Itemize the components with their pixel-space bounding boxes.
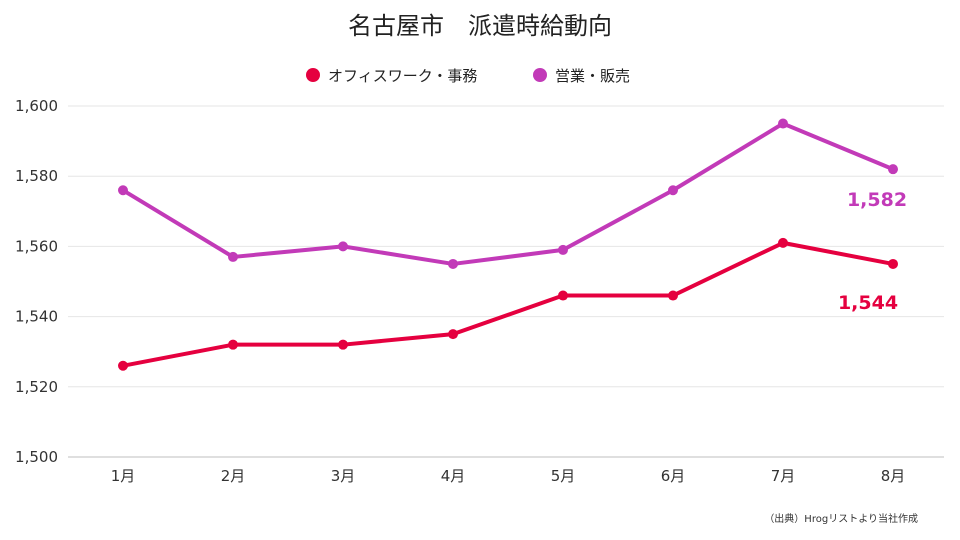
data-point-office-5 — [558, 290, 568, 301]
y-tick-label-1560: 1,560 — [15, 237, 58, 255]
data-point-sales-2 — [228, 251, 238, 262]
series-layer — [118, 118, 898, 371]
y-tick-label-1540: 1,540 — [15, 308, 58, 326]
data-point-office-6 — [668, 290, 678, 301]
data-point-office-1 — [118, 360, 128, 371]
y-tick-label-1580: 1,580 — [15, 167, 58, 185]
data-label-office-last: 1,544 — [838, 292, 898, 314]
x-tick-label-3: 3月 — [331, 467, 356, 485]
legend-marker-sales — [533, 68, 547, 82]
legend-marker-office — [306, 68, 320, 82]
data-point-sales-5 — [558, 244, 568, 255]
data-label-sales-last: 1,582 — [847, 189, 907, 211]
gridlines — [68, 105, 944, 458]
x-tick-label-7: 7月 — [771, 467, 796, 485]
data-point-office-4 — [448, 329, 458, 340]
legend-label-office: オフィスワーク・事務 — [328, 67, 477, 85]
x-tick-label-4: 4月 — [441, 467, 466, 485]
y-tick-label-1520: 1,520 — [15, 378, 58, 396]
y-axis-ticks: 1,500 1,520 1,540 1,560 1,580 1,600 — [15, 97, 58, 466]
y-tick-label-1600: 1,600 — [15, 97, 58, 115]
data-point-office-3 — [338, 339, 348, 350]
data-point-sales-4 — [448, 258, 458, 269]
series-line-office — [121, 240, 895, 368]
source-note: （出典）Hrogリストより当社作成 — [764, 512, 918, 525]
data-point-sales-3 — [338, 241, 348, 252]
data-point-sales-7 — [778, 118, 788, 129]
data-point-sales-6 — [668, 185, 678, 196]
y-tick-label-1500: 1,500 — [15, 448, 58, 466]
legend: オフィスワーク・事務 営業・販売 — [306, 67, 630, 85]
x-tick-label-1: 1月 — [111, 467, 136, 485]
legend-label-sales: 営業・販売 — [555, 67, 630, 85]
data-point-office-7 — [778, 237, 788, 248]
x-tick-label-8: 8月 — [881, 467, 906, 485]
data-point-sales-1 — [118, 185, 128, 196]
chart-title: 名古屋市 派遣時給動向 — [348, 12, 612, 40]
data-point-office-8 — [888, 258, 898, 269]
x-tick-label-5: 5月 — [551, 467, 576, 485]
x-tick-label-6: 6月 — [661, 467, 686, 485]
data-point-office-2 — [228, 339, 238, 350]
series-line-sales — [121, 121, 895, 266]
x-axis-ticks: 1月 2月 3月 4月 5月 6月 7月 8月 — [111, 467, 906, 485]
x-tick-label-2: 2月 — [221, 467, 246, 485]
data-point-sales-8 — [888, 164, 898, 175]
